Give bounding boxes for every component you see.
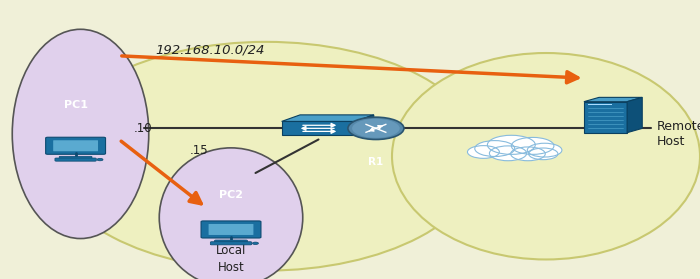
Circle shape [511, 147, 545, 161]
Circle shape [348, 117, 404, 140]
Circle shape [97, 158, 103, 161]
FancyBboxPatch shape [46, 137, 106, 154]
Text: Remote
Host: Remote Host [657, 120, 700, 148]
Ellipse shape [160, 148, 302, 279]
Ellipse shape [392, 53, 700, 259]
Text: PC2: PC2 [219, 190, 243, 200]
Text: .10: .10 [134, 122, 153, 135]
FancyBboxPatch shape [209, 224, 253, 235]
Text: 192.168.10.0/24: 192.168.10.0/24 [155, 44, 265, 57]
Ellipse shape [13, 29, 148, 239]
Circle shape [527, 143, 562, 157]
Circle shape [475, 141, 514, 157]
Text: .1: .1 [327, 122, 338, 135]
FancyBboxPatch shape [215, 240, 247, 242]
Polygon shape [281, 115, 374, 121]
Circle shape [511, 137, 554, 154]
Circle shape [489, 146, 526, 161]
Ellipse shape [49, 42, 483, 271]
Circle shape [487, 135, 536, 154]
FancyBboxPatch shape [584, 102, 627, 133]
Circle shape [352, 119, 400, 138]
FancyBboxPatch shape [210, 242, 252, 245]
Circle shape [528, 148, 558, 160]
Polygon shape [627, 97, 642, 133]
Circle shape [253, 242, 258, 244]
Text: Local
Host: Local Host [216, 244, 246, 275]
Text: .15: .15 [190, 144, 209, 157]
Text: PC1: PC1 [64, 100, 88, 110]
FancyBboxPatch shape [60, 156, 92, 159]
FancyBboxPatch shape [53, 140, 98, 151]
Polygon shape [281, 121, 356, 135]
Circle shape [468, 146, 499, 158]
Text: R1: R1 [368, 157, 384, 167]
FancyBboxPatch shape [588, 104, 612, 105]
FancyBboxPatch shape [55, 158, 97, 161]
FancyBboxPatch shape [201, 221, 261, 238]
Polygon shape [584, 97, 642, 102]
Polygon shape [356, 115, 374, 135]
